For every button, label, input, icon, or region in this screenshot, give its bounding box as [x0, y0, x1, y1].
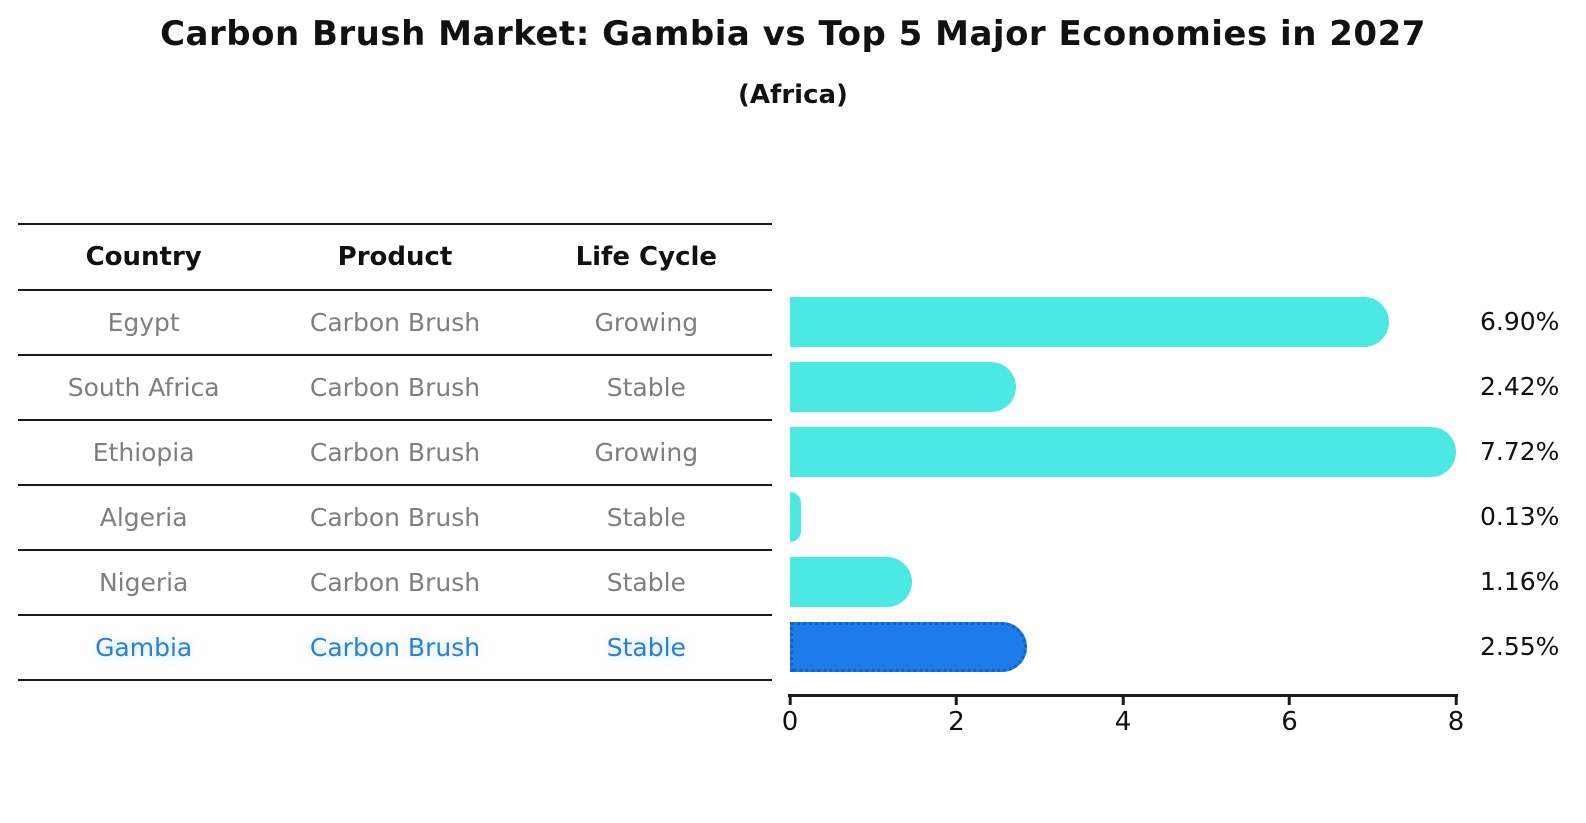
header-country: Country — [85, 242, 202, 272]
bar-row — [790, 289, 1456, 354]
chart-title: Carbon Brush Market: Gambia vs Top 5 Maj… — [160, 14, 1426, 54]
x-axis: 0 2 4 6 8 — [782, 694, 1464, 754]
cell-life-cycle: Stable — [606, 373, 686, 402]
table-row: Nigeria Carbon Brush Stable — [18, 551, 772, 616]
value-labels: 6.90% 2.42% 7.72% 0.13% 1.16% 2.55% — [1480, 289, 1586, 679]
bar-row — [790, 614, 1456, 679]
table-header-row: Country Product Life Cycle — [18, 225, 772, 291]
cell-life-cycle: Growing — [594, 438, 699, 467]
bar-ethiopia — [790, 426, 1456, 477]
header-product: Product — [337, 242, 453, 272]
bar-south-africa — [790, 361, 1017, 412]
x-tick: 4 — [1114, 697, 1132, 737]
value-label: 6.90% — [1480, 307, 1560, 336]
cell-country: Algeria — [99, 503, 188, 532]
bar-row — [790, 549, 1456, 614]
value-label: 0.13% — [1480, 502, 1560, 531]
table-row: Egypt Carbon Brush Growing — [18, 291, 772, 356]
bar-egypt — [790, 296, 1390, 347]
cell-country: Gambia — [95, 633, 193, 662]
table-row-gambia: Gambia Carbon Brush Stable — [18, 616, 772, 681]
cell-product: Carbon Brush — [309, 503, 481, 532]
cell-life-cycle: Stable — [606, 568, 686, 597]
table-row: Algeria Carbon Brush Stable — [18, 486, 772, 551]
bar-nigeria — [790, 556, 912, 607]
tick-mark — [1287, 697, 1291, 705]
bar-algeria — [790, 491, 801, 542]
chart-subtitle: (Africa) — [738, 80, 848, 110]
cell-country: Nigeria — [98, 568, 189, 597]
tick-label: 8 — [1447, 707, 1465, 737]
cell-country: Ethiopia — [92, 438, 195, 467]
tick-mark — [1454, 697, 1458, 705]
tick-label: 2 — [948, 707, 965, 737]
x-tick: 0 — [781, 697, 799, 737]
cell-country: Egypt — [107, 308, 180, 337]
bar-row — [790, 354, 1456, 419]
cell-product: Carbon Brush — [309, 438, 481, 467]
cell-product: Carbon Brush — [309, 633, 481, 662]
table-row: South Africa Carbon Brush Stable — [18, 356, 772, 421]
cell-country: South Africa — [67, 373, 220, 402]
country-table: Country Product Life Cycle Egypt Carbon … — [18, 223, 772, 681]
bar-row — [790, 484, 1456, 549]
cell-product: Carbon Brush — [309, 308, 481, 337]
cell-life-cycle: Stable — [606, 503, 686, 532]
header-life-cycle: Life Cycle — [575, 242, 718, 272]
cell-life-cycle: Growing — [594, 308, 699, 337]
x-tick: 8 — [1447, 697, 1465, 737]
tick-mark — [788, 697, 792, 705]
x-tick: 6 — [1281, 697, 1298, 737]
bar-plot — [790, 289, 1456, 679]
tick-mark — [1121, 697, 1125, 705]
bar-row — [790, 419, 1456, 484]
x-tick: 2 — [948, 697, 965, 737]
bar-gambia — [790, 621, 1028, 672]
tick-label: 0 — [781, 707, 799, 737]
table-row: Ethiopia Carbon Brush Growing — [18, 421, 772, 486]
tick-mark — [954, 697, 958, 705]
value-label: 1.16% — [1480, 567, 1560, 596]
tick-label: 6 — [1281, 707, 1298, 737]
value-label: 7.72% — [1480, 437, 1560, 466]
cell-life-cycle: Stable — [606, 633, 686, 662]
tick-label: 4 — [1114, 707, 1132, 737]
value-label: 2.55% — [1480, 632, 1560, 661]
cell-product: Carbon Brush — [309, 373, 481, 402]
value-label: 2.42% — [1480, 372, 1560, 401]
cell-product: Carbon Brush — [309, 568, 481, 597]
x-axis-line — [788, 694, 1458, 697]
